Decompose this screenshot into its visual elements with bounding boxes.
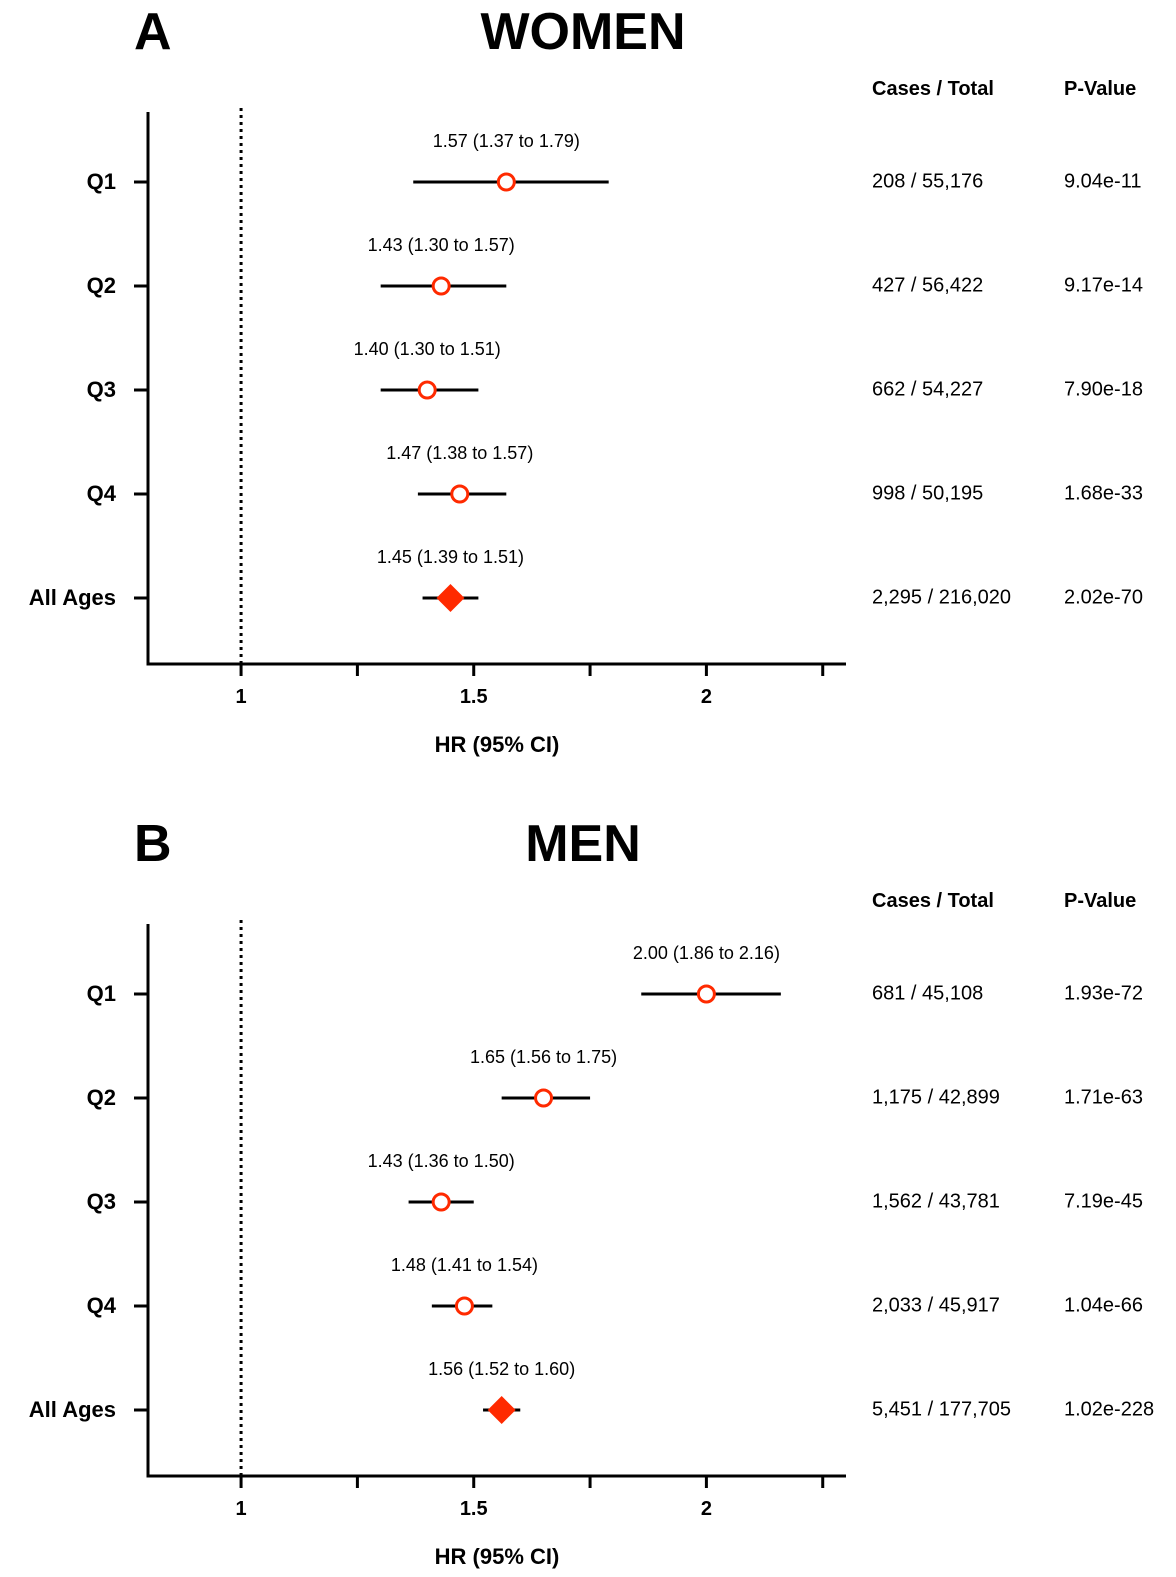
x-tick-label: 1: [235, 1498, 247, 1520]
cases-value: 2,033 / 45,917: [872, 1294, 1000, 1317]
pvalue-value: 1.02e-228: [1064, 1398, 1155, 1421]
x-tick-label: 1.5: [459, 686, 488, 708]
panel-men: B MEN Cases / Total P-Value 1 1.5 2 HR (95% CI)…: [0, 812, 1176, 1577]
row-label: Q4: [86, 481, 116, 506]
pvalue-value: 7.90e-18: [1064, 378, 1143, 401]
row-label: All Ages: [28, 585, 116, 610]
estimate-label: 1.47 (1.38 to 1.57): [386, 443, 534, 463]
estimate-label: 1.43 (1.30 to 1.57): [367, 235, 515, 255]
estimate-diamond: [436, 584, 465, 612]
cases-value: 1,175 / 42,899: [872, 1086, 1000, 1109]
estimate-label: 1.40 (1.30 to 1.51): [353, 339, 501, 359]
pvalue-value: 1.71e-63: [1064, 1086, 1143, 1109]
forest-plot-canvas: [134, 108, 846, 676]
estimate-point: [696, 984, 716, 1004]
x-axis-label: HR (95% CI): [434, 732, 560, 757]
cases-value: 1,562 / 43,781: [872, 1190, 1000, 1213]
estimate-label: 1.57 (1.37 to 1.79): [432, 131, 580, 151]
cases-value: 662 / 54,227: [872, 378, 984, 401]
row-label: Q4: [86, 1293, 116, 1318]
x-tick-label: 2: [700, 1498, 712, 1520]
cases-value: 427 / 56,422: [872, 274, 984, 297]
estimate-point: [534, 1088, 554, 1108]
pvalue-value: 9.04e-11: [1064, 170, 1142, 193]
cases-value: 5,451 / 177,705: [872, 1398, 1012, 1421]
pvalue-column-header: P-Value: [1064, 78, 1137, 100]
cases-column-header: Cases / Total: [872, 890, 994, 912]
estimate-label: 1.43 (1.36 to 1.50): [367, 1151, 515, 1171]
estimate-point: [431, 1192, 451, 1212]
cases-value: 208 / 55,176: [872, 170, 984, 193]
panel-letter: A: [134, 3, 172, 61]
row-label: Q2: [86, 273, 116, 298]
panel-title: MEN: [525, 815, 641, 873]
row-label: Q1: [86, 981, 116, 1006]
estimate-point: [417, 380, 437, 400]
cases-column-header: Cases / Total: [872, 78, 994, 100]
forest-plot-canvas: [134, 920, 846, 1488]
pvalue-value: 7.19e-45: [1064, 1190, 1143, 1213]
pvalue-value: 1.93e-72: [1064, 982, 1143, 1005]
estimate-point: [450, 484, 470, 504]
pvalue-value: 1.68e-33: [1064, 482, 1143, 505]
pvalue-column-header: P-Value: [1064, 890, 1137, 912]
estimate-diamond: [487, 1396, 516, 1424]
estimate-label: 2.00 (1.86 to 2.16): [632, 943, 780, 963]
row-label: All Ages: [28, 1397, 116, 1422]
cases-value: 681 / 45,108: [872, 982, 984, 1005]
estimate-point: [431, 276, 451, 296]
estimate-label: 1.65 (1.56 to 1.75): [469, 1047, 618, 1067]
x-axis-label: HR (95% CI): [434, 1544, 560, 1569]
panel-letter: B: [134, 815, 172, 873]
x-tick-label: 1: [235, 686, 247, 708]
x-tick-label: 1.5: [459, 1498, 488, 1520]
estimate-label: 1.45 (1.39 to 1.51): [376, 547, 525, 567]
row-label: Q3: [86, 377, 116, 402]
row-label: Q1: [86, 169, 116, 194]
pvalue-value: 9.17e-14: [1064, 274, 1143, 297]
pvalue-value: 2.02e-70: [1064, 586, 1143, 609]
panel-title: WOMEN: [480, 3, 686, 61]
estimate-label: 1.48 (1.41 to 1.54): [390, 1255, 538, 1275]
row-label: Q2: [86, 1085, 116, 1110]
panel-women: A WOMEN Cases / Total P-Value 1 1.5 2 HR (95% C…: [28, 3, 1143, 757]
cases-value: 2,295 / 216,020: [872, 586, 1012, 609]
estimate-label: 1.56 (1.52 to 1.60): [428, 1359, 576, 1379]
estimate-point: [496, 172, 516, 192]
estimate-point: [454, 1296, 474, 1316]
x-tick-label: 2: [700, 686, 712, 708]
cases-value: 998 / 50,195: [872, 482, 984, 505]
row-label: Q3: [86, 1189, 116, 1214]
pvalue-value: 1.04e-66: [1064, 1294, 1143, 1317]
